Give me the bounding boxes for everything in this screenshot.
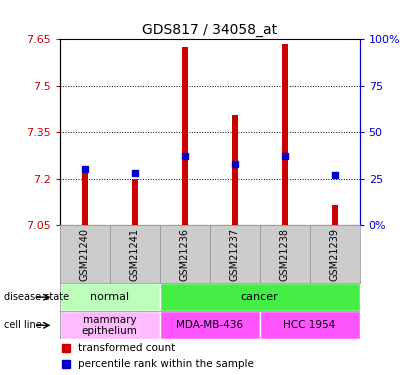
- Text: cell line: cell line: [4, 320, 42, 330]
- Text: GSM21237: GSM21237: [230, 228, 240, 280]
- Title: GDS817 / 34058_at: GDS817 / 34058_at: [142, 23, 277, 37]
- Text: normal: normal: [90, 292, 129, 302]
- Text: mammary
epithelium: mammary epithelium: [82, 315, 138, 336]
- Bar: [60, 311, 159, 339]
- Text: HCC 1954: HCC 1954: [284, 320, 336, 330]
- Text: disease state: disease state: [4, 292, 69, 302]
- Bar: [159, 283, 360, 311]
- Text: GSM21240: GSM21240: [80, 228, 90, 280]
- Bar: [332, 205, 337, 225]
- Bar: [260, 311, 360, 339]
- Text: GSM21236: GSM21236: [180, 228, 189, 280]
- Text: GSM21241: GSM21241: [129, 228, 140, 280]
- Text: GSM21239: GSM21239: [330, 228, 339, 280]
- Text: cancer: cancer: [241, 292, 279, 302]
- Text: transformed count: transformed count: [78, 343, 175, 353]
- Bar: [282, 44, 288, 225]
- Bar: [159, 311, 260, 339]
- Bar: [182, 47, 187, 225]
- Bar: [60, 283, 159, 311]
- Bar: [232, 115, 238, 225]
- Bar: [82, 171, 88, 225]
- Text: GSM21238: GSM21238: [279, 228, 290, 280]
- Text: MDA-MB-436: MDA-MB-436: [176, 320, 243, 330]
- Text: percentile rank within the sample: percentile rank within the sample: [78, 359, 254, 369]
- Bar: [132, 178, 138, 225]
